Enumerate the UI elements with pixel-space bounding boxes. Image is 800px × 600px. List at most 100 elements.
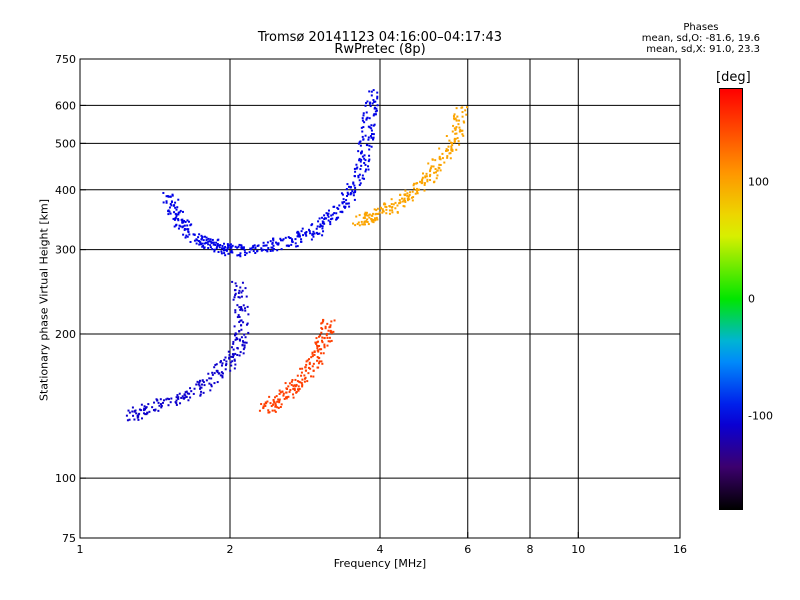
data-point [454,132,457,135]
data-point [181,395,184,398]
data-point [262,244,265,247]
data-point [364,134,367,137]
data-point [449,141,452,144]
data-point [303,374,306,377]
data-point [317,220,320,223]
data-point [297,233,300,236]
data-point [321,321,324,324]
data-point [336,206,339,209]
data-point [321,216,324,219]
data-point [456,115,459,118]
data-point [241,343,244,346]
data-point [320,339,323,342]
data-point [455,107,458,110]
data-point [195,383,198,386]
data-point [362,114,365,117]
data-point [283,397,286,400]
data-point [329,220,332,223]
data-point [356,166,359,169]
x-axis-title: Frequency [MHz] [333,557,427,570]
data-point [463,121,466,124]
data-point [167,209,170,212]
data-point [428,175,431,178]
data-point [202,391,205,394]
data-point [410,196,413,199]
data-point [330,339,333,342]
data-point [315,231,318,234]
data-point [335,212,338,215]
data-point [315,342,318,345]
data-point [305,234,308,237]
data-point [429,173,432,176]
data-point [429,168,432,171]
chart-subtitle: RwPretec (8p) [334,42,426,57]
data-point [276,249,279,252]
data-point [347,202,350,205]
data-point [372,133,375,136]
data-point [366,220,369,223]
data-point [298,235,301,238]
data-point [372,124,375,127]
data-point [404,194,407,197]
data-point [174,224,177,227]
data-point [212,241,215,244]
data-point [317,350,320,353]
data-point [228,356,231,359]
data-point [244,309,247,312]
data-point [357,142,360,145]
data-point [169,401,172,404]
data-point [357,176,360,179]
data-point [362,138,365,141]
data-point [183,224,186,227]
data-point [278,398,281,401]
data-point [416,192,419,195]
data-point [137,415,140,418]
data-point [211,238,214,241]
data-point [370,124,373,127]
data-point [441,152,444,155]
data-point [372,136,375,139]
data-point [258,409,261,412]
data-point [455,132,458,135]
data-point [368,216,371,219]
data-point [365,168,368,171]
data-point [285,397,288,400]
data-point [299,381,302,384]
data-point [243,333,246,336]
data-point [337,207,340,210]
data-point [372,138,375,141]
data-point [162,191,165,194]
data-point [376,207,379,210]
data-point [376,97,379,100]
data-point [201,235,204,238]
data-point [381,211,384,214]
data-point [281,239,284,242]
data-point [239,308,242,311]
data-point [459,128,462,131]
data-point [203,235,206,238]
data-point [264,404,267,407]
data-point [266,400,269,403]
data-point [294,378,297,381]
data-point [166,397,169,400]
data-point [354,191,357,194]
data-point [234,294,237,297]
data-point [370,127,373,130]
data-point [425,172,428,175]
data-point [304,369,307,372]
data-point [167,213,170,216]
data-point [453,117,456,120]
data-point [290,383,293,386]
data-point [168,398,171,401]
data-point [352,194,355,197]
data-point [365,213,368,216]
data-point [385,208,388,211]
data-point [385,212,388,215]
data-point [370,214,373,217]
data-point [189,396,192,399]
data-point [339,210,342,213]
data-point [144,406,147,409]
data-point [227,350,230,353]
data-point [180,396,183,399]
